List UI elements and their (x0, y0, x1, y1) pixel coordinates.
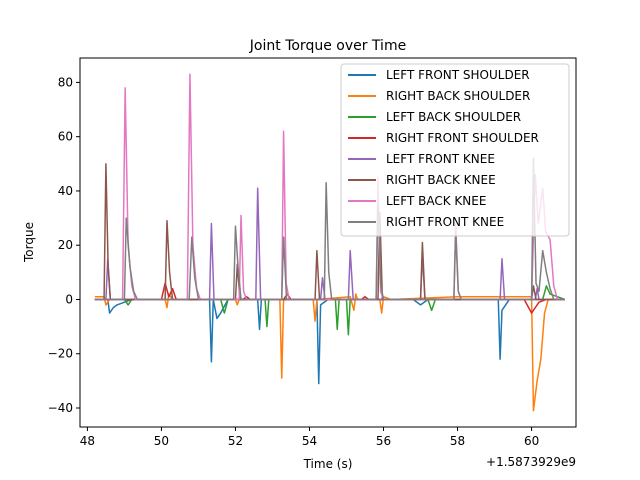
y-tick-label: 40 (58, 184, 73, 198)
x-axis: 48 50 52 54 56 58 60 (80, 427, 539, 448)
legend-label: RIGHT FRONT SHOULDER (386, 131, 539, 145)
x-tick-label: 52 (228, 434, 243, 448)
y-tick-label: −20 (48, 347, 73, 361)
x-tick-label: 56 (376, 434, 391, 448)
legend-box (340, 63, 570, 237)
x-tick-label: 58 (450, 434, 465, 448)
x-tick-label: 50 (154, 434, 169, 448)
chart-title: Joint Torque over Time (249, 38, 406, 54)
legend-label: LEFT FRONT SHOULDER (386, 68, 530, 82)
y-tick-label: −40 (48, 401, 73, 415)
y-tick-label: 20 (58, 238, 73, 252)
legend-label: RIGHT BACK SHOULDER (386, 89, 530, 103)
legend-label: LEFT BACK SHOULDER (386, 110, 521, 124)
y-axis: −40 −20 0 20 40 60 80 (48, 75, 80, 415)
legend: LEFT FRONT SHOULDER RIGHT BACK SHOULDER LE… (340, 63, 570, 237)
legend-label: LEFT FRONT KNEE (386, 152, 495, 166)
legend-label: RIGHT FRONT KNEE (386, 215, 504, 229)
y-tick-label: 0 (65, 292, 73, 306)
series-line-right-front-knee (94, 157, 565, 301)
x-tick-label: 48 (80, 434, 95, 448)
x-tick-label: 60 (524, 434, 539, 448)
y-tick-label: 80 (58, 75, 73, 89)
x-tick-label: 54 (302, 434, 317, 448)
legend-label: LEFT BACK KNEE (386, 194, 486, 208)
x-axis-label: Time (s) (303, 457, 353, 471)
y-tick-label: 60 (58, 130, 73, 144)
legend-label: RIGHT BACK KNEE (386, 173, 496, 187)
y-axis-label: Torque (22, 222, 36, 263)
x-axis-offset-label: +1.5873929e9 (486, 455, 576, 469)
plot-frame (79, 57, 577, 428)
series-line-right-front-shoulder (94, 282, 565, 314)
